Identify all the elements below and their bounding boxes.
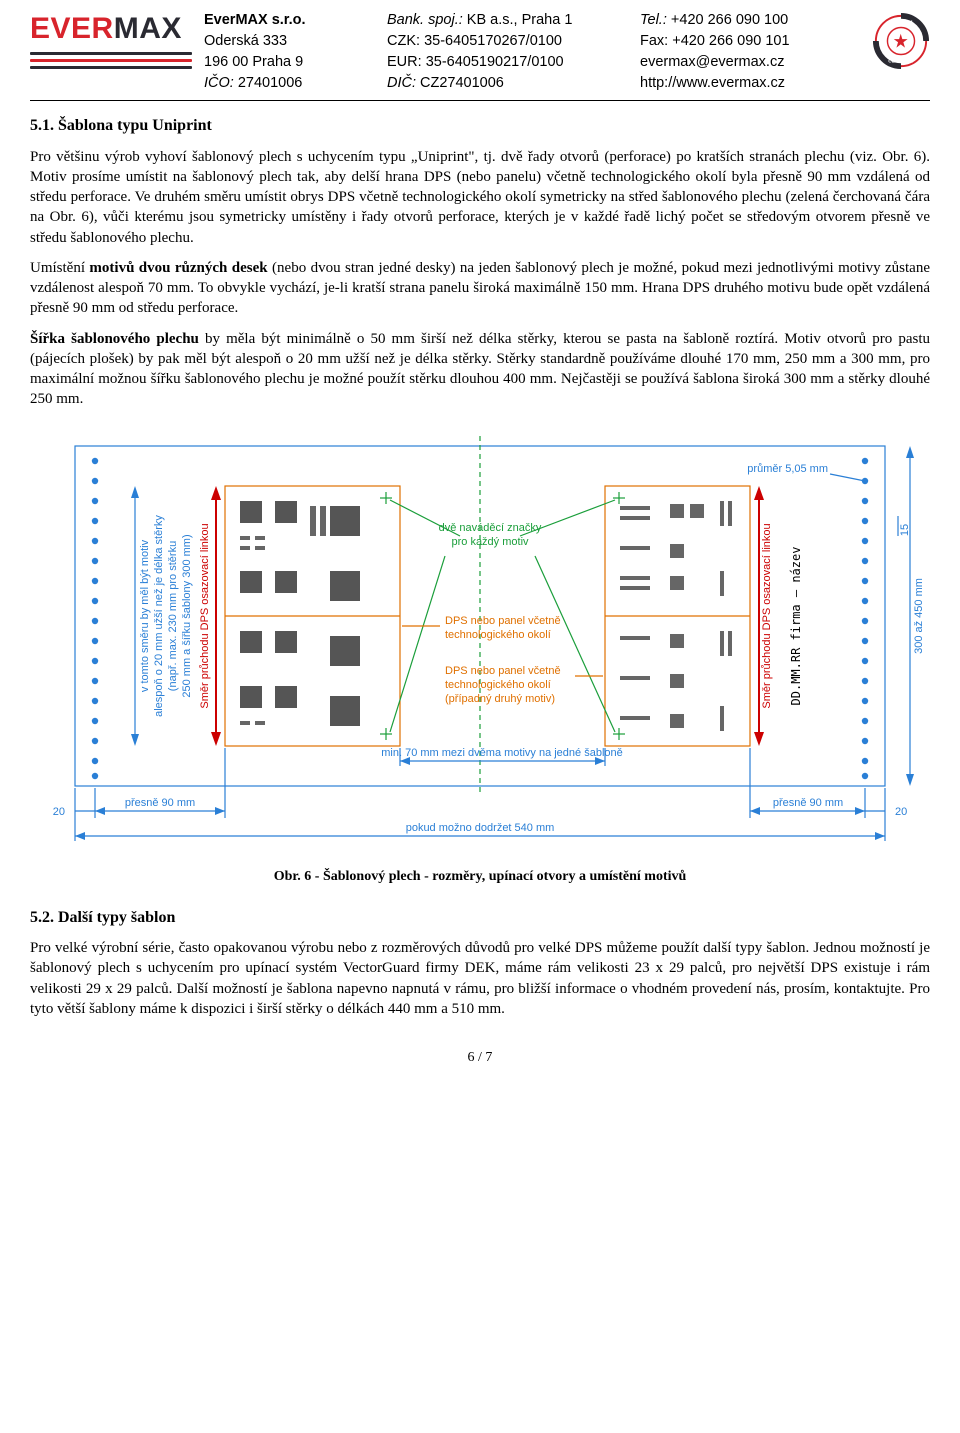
fig-org-2a: DPS nebo panel včetně xyxy=(445,665,561,677)
fig-blu-v3: (např. max. 230 mm pro stěrku xyxy=(167,540,179,690)
fig-red-left: Směr průchodu DPS osazovací linkou xyxy=(199,523,211,708)
czk-value: 35-6405170267/0100 xyxy=(424,33,562,49)
fig-blu-v1: v tomto směru by měl být motiv xyxy=(139,539,151,692)
paragraph-4: Pro velké výrobní série, často opakovano… xyxy=(30,938,930,1019)
fig-red-right: Směr průchodu DPS osazovací linkou xyxy=(761,523,773,708)
czk-label: CZK: xyxy=(387,33,420,49)
perforation-right xyxy=(862,457,868,778)
header-columns: EverMAX s.r.o. Oderská 333 196 00 Praha … xyxy=(204,10,860,94)
header-col-contact: Tel.: +420 266 090 100 Fax: +420 266 090… xyxy=(640,10,860,94)
email: evermax@evermax.cz xyxy=(640,52,860,73)
fig-20-r: 20 xyxy=(895,806,907,818)
fig-width-label: pokud možno dodržet 540 mm xyxy=(406,822,555,834)
svg-text:ISO 9001: ISO 9001 xyxy=(889,21,914,27)
section-5-1-title: 5.1. Šablona typu Uniprint xyxy=(30,115,930,137)
fig-ninety-l: přesně 90 mm xyxy=(125,797,195,809)
company-street: Oderská 333 xyxy=(204,31,369,52)
fig-diameter: průměr 5,05 mm xyxy=(747,463,828,475)
fig-height-label: 300 až 450 mm xyxy=(913,578,925,654)
tel-label: Tel.: xyxy=(640,12,667,28)
tel-value: +420 266 090 100 xyxy=(671,12,788,28)
figure-caption: Obr. 6 - Šablonový plech - rozměry, upín… xyxy=(30,868,930,887)
fig-min70: min. 70 mm mezi dvěma motivy na jedné ša… xyxy=(381,747,623,759)
fig-org-2c: (případný druhý motiv) xyxy=(445,693,555,705)
page-number: 6 / 7 xyxy=(30,1049,930,1068)
bank-value: KB a.s., Praha 1 xyxy=(467,12,573,28)
company-city: 196 00 Praha 9 xyxy=(204,52,369,73)
figure-6: dvě naváděcí značky pro každý motiv DPS … xyxy=(30,426,930,856)
iso-badge-icon: ISO 9001 CERTIFIED xyxy=(872,10,930,76)
fig-datecode: DD.MM.RR firma – název xyxy=(789,546,803,705)
fig-org-1a: DPS nebo panel včetně xyxy=(445,615,561,627)
fax-label: Fax: xyxy=(640,33,668,49)
logo-lines-icon xyxy=(30,52,192,69)
fig-20-l: 20 xyxy=(53,806,65,818)
logo: EVERMAX xyxy=(30,10,192,69)
logo-part-a: EVER xyxy=(30,12,114,45)
svg-text:CERTIFIED: CERTIFIED xyxy=(888,58,914,64)
fig-ninety-r: přesně 90 mm xyxy=(773,797,843,809)
eur-label: EUR: xyxy=(387,54,422,70)
fax-value: +420 266 090 101 xyxy=(672,33,789,49)
dic-label: DIČ: xyxy=(387,75,416,91)
paragraph-1: Pro většinu výrob vyhoví šablonový plech… xyxy=(30,147,930,248)
fig-blu-v4: 250 mm a šířku šablony 300 mm) xyxy=(181,534,193,697)
dic-value: CZ27401006 xyxy=(420,75,504,91)
perforation-left xyxy=(92,457,98,778)
pcb-motif-left xyxy=(240,501,360,726)
ico-label: IČO: xyxy=(204,75,234,91)
company-name: EverMAX s.r.o. xyxy=(204,12,306,28)
ico-value: 27401006 xyxy=(238,75,303,91)
website: http://www.evermax.cz xyxy=(640,73,860,94)
fig-fifteen: 15 xyxy=(899,524,911,536)
fig-org-1b: technologického okolí xyxy=(445,629,551,641)
paragraph-2: Umístění motivů dvou různých desek (nebo… xyxy=(30,258,930,319)
header-col-company: EverMAX s.r.o. Oderská 333 196 00 Praha … xyxy=(204,10,369,94)
fig-green-label-1: dvě naváděcí značky xyxy=(439,522,542,534)
page-header: EVERMAX EverMAX s.r.o. Oderská 333 196 0… xyxy=(30,10,930,101)
section-5-2-title: 5.2. Další typy šablon xyxy=(30,907,930,929)
header-col-bank: Bank. spoj.: KB a.s., Praha 1 CZK: 35-64… xyxy=(387,10,622,94)
fig-org-2b: technologického okolí xyxy=(445,679,551,691)
bank-label: Bank. spoj.: xyxy=(387,12,463,28)
fig-green-label-2: pro každý motiv xyxy=(451,536,529,548)
eur-value: 35-6405190217/0100 xyxy=(426,54,564,70)
logo-part-b: MAX xyxy=(114,12,182,45)
fig-blu-v2: alespoň o 20 mm užší než je délka stěrky xyxy=(153,514,165,716)
paragraph-3: Šířka šablonového plechu by měla být min… xyxy=(30,329,930,410)
